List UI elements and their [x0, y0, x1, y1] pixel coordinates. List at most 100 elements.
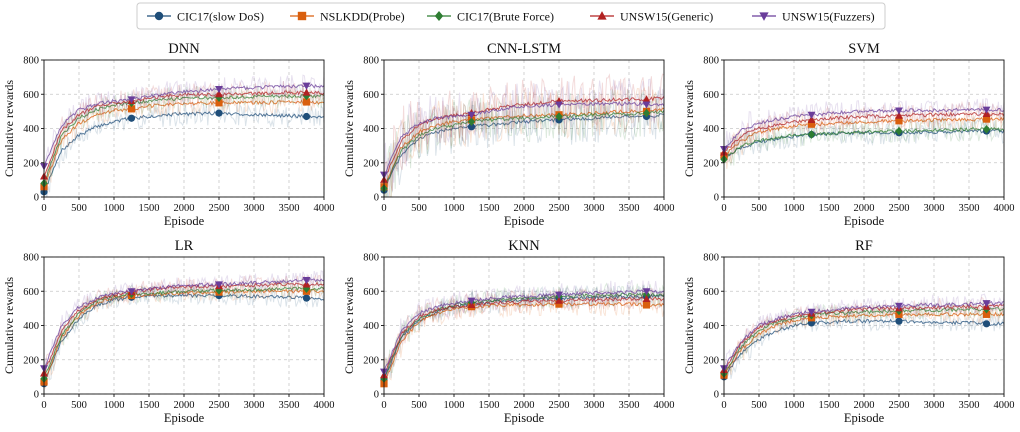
x-tick-label: 4000: [654, 203, 675, 214]
legend-entry: UNSW15(Generic): [590, 10, 713, 24]
legend-entry: UNSW15(Fuzzers): [752, 10, 875, 24]
series-marker: [807, 308, 816, 316]
series-marker: [555, 101, 563, 109]
series-marker: [215, 281, 223, 289]
series-marker: [302, 82, 311, 90]
legend-frame: [136, 2, 886, 30]
series-raw-trace: [724, 100, 1004, 163]
x-tick-label: 4000: [654, 400, 675, 411]
y-axis-label: Cumulative rewards: [682, 277, 696, 374]
panel-rf: 0 500 1000 1500 2000 2500 3000 3500 4000 0 200 400 6…: [682, 238, 1015, 425]
panel-dnn: 0 500 1000 1500 2000 2500 3000 3500 4000 0 200 400 6…: [2, 41, 335, 228]
series-line: [724, 300, 1004, 370]
x-tick-label: 0: [721, 400, 726, 411]
x-tick-label: 0: [721, 203, 726, 214]
x-tick-label: 4000: [994, 400, 1015, 411]
series-line: [44, 111, 324, 191]
legend-entry: CIC17(Brute Force): [427, 10, 554, 24]
panel-svm: 0 500 1000 1500 2000 2500 3000 3500 4000 0 200 400 6…: [682, 41, 1015, 228]
series-marker: [642, 95, 651, 103]
series-raw-trace: [384, 73, 664, 193]
plot-area: [724, 293, 1004, 381]
y-axis-label: Cumulative rewards: [342, 80, 356, 177]
series-line: [384, 289, 664, 373]
x-tick-label: 1000: [784, 203, 805, 214]
series-marker: [215, 86, 223, 94]
y-axis-label: Cumulative rewards: [2, 277, 16, 374]
y-tick-label: 600: [703, 90, 719, 101]
x-tick-label: 3500: [279, 400, 300, 411]
chart-title: KNN: [508, 238, 540, 254]
x-tick-label: 2000: [514, 400, 535, 411]
series-marker: [807, 111, 816, 119]
y-tick-label: 200: [703, 355, 719, 366]
plot-area: [384, 73, 664, 197]
x-tick-label: 2000: [854, 400, 875, 411]
series-line: [44, 93, 324, 184]
x-tick-label: 3500: [959, 400, 980, 411]
series-marker: [302, 112, 311, 121]
x-tick-label: 1500: [139, 400, 160, 411]
legend-label: CIC17(slow DoS): [177, 10, 264, 24]
x-tick-label: 500: [71, 203, 87, 214]
series-marker: [127, 288, 136, 296]
series-line: [44, 286, 324, 378]
x-tick-label: 500: [411, 400, 427, 411]
x-tick-label: 2000: [174, 400, 195, 411]
chart-title: CNN-LSTM: [487, 41, 561, 57]
x-tick-label: 500: [71, 400, 87, 411]
series-line: [384, 95, 664, 182]
y-tick-label: 400: [363, 321, 379, 332]
legend-marker: [434, 10, 444, 22]
legend-label: NSLKDD(Probe): [320, 10, 405, 24]
legend-marker: [154, 11, 164, 21]
series-raw-trace: [724, 293, 1004, 370]
plot-area: [44, 270, 324, 389]
legend-entry: CIC17(slow DoS): [147, 10, 264, 24]
y-tick-label: 0: [34, 193, 39, 204]
chart-title: LR: [175, 238, 194, 254]
series-marker: [302, 277, 311, 285]
series-raw-trace: [384, 78, 664, 187]
series-line: [724, 311, 1004, 376]
x-axis-label: Episode: [504, 214, 545, 228]
plot-area: [384, 279, 664, 387]
y-tick-label: 800: [23, 56, 39, 67]
series-marker: [467, 117, 476, 126]
series-marker: [895, 107, 903, 115]
x-tick-label: 1000: [104, 400, 125, 411]
series-raw-trace: [44, 90, 324, 195]
x-axis-label: Episode: [164, 411, 205, 425]
series-marker: [302, 88, 311, 96]
y-tick-label: 600: [23, 287, 39, 298]
y-tick-label: 200: [363, 355, 379, 366]
series-marker: [642, 301, 651, 309]
y-tick-label: 0: [714, 193, 719, 204]
series-marker: [982, 320, 991, 328]
series-marker: [982, 115, 991, 123]
series-line: [44, 83, 324, 168]
x-tick-label: 0: [41, 203, 46, 214]
series-line: [724, 126, 1004, 161]
x-tick-label: 500: [751, 400, 767, 411]
x-tick-label: 0: [41, 400, 46, 411]
y-tick-label: 800: [363, 253, 379, 264]
series-marker: [127, 96, 136, 104]
series-raw-trace: [44, 270, 324, 371]
series-marker: [807, 115, 816, 123]
y-axis-label: Cumulative rewards: [342, 277, 356, 374]
chart-title: SVM: [848, 41, 880, 57]
series-marker: [982, 125, 991, 134]
x-tick-label: 3000: [924, 400, 945, 411]
y-tick-label: 0: [34, 390, 39, 401]
legend-label: UNSW15(Generic): [620, 10, 713, 24]
y-tick-label: 0: [374, 193, 379, 204]
legend-marker: [297, 11, 307, 21]
y-tick-label: 400: [23, 124, 39, 135]
y-axis-label: Cumulative rewards: [682, 80, 696, 177]
series-raw-trace: [384, 287, 664, 378]
series-raw-trace: [724, 118, 1004, 164]
series-line: [384, 100, 664, 174]
series-marker: [642, 101, 651, 109]
